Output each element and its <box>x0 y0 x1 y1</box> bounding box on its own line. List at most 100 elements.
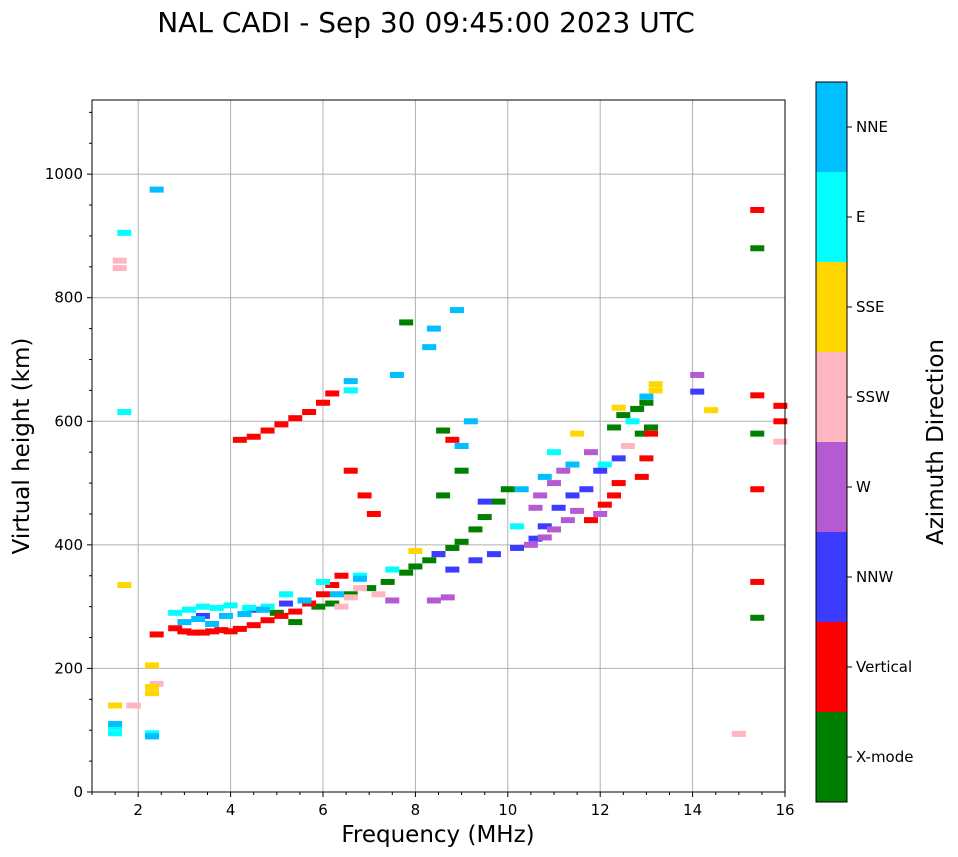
colorbar-category-label: SSW <box>856 388 890 406</box>
data-point-ssw <box>334 603 349 610</box>
data-point-xmode <box>399 569 414 576</box>
data-point-w <box>593 510 608 517</box>
data-point-nne <box>297 597 312 604</box>
data-point-sse <box>648 387 663 394</box>
data-point-xmode <box>380 578 395 585</box>
data-point-e <box>279 591 294 598</box>
data-point-vertical <box>260 427 275 434</box>
data-point-vertical <box>343 467 358 474</box>
data-point-vertical <box>357 492 372 499</box>
data-point-e <box>209 604 224 611</box>
data-point-xmode <box>399 319 414 326</box>
data-point-xmode <box>500 486 515 493</box>
data-point-vertical <box>260 617 275 624</box>
data-point-nnw <box>611 455 626 462</box>
data-point-e <box>108 724 123 731</box>
data-point-e <box>510 523 525 530</box>
data-point-e <box>597 461 612 468</box>
colorbar-category-label: Vertical <box>856 658 912 676</box>
data-point-vertical <box>214 627 229 634</box>
plot-frame <box>91 99 786 793</box>
data-point-ssw <box>112 257 127 264</box>
data-point-vertical <box>611 480 626 487</box>
data-point-nne <box>108 721 123 728</box>
data-point-xmode <box>750 245 765 252</box>
y-axis-label: Virtual height (km) <box>9 338 35 555</box>
data-point-w <box>690 371 705 378</box>
data-point-w <box>547 480 561 487</box>
data-point-vertical <box>325 390 340 397</box>
data-point-vertical <box>597 501 612 508</box>
data-point-vertical <box>177 628 192 635</box>
data-point-w <box>570 507 585 514</box>
data-point-vertical <box>583 517 598 524</box>
data-point-nne <box>177 619 192 626</box>
x-tick-label: 8 <box>411 801 421 819</box>
data-point-vertical <box>205 628 220 635</box>
data-point-vertical <box>634 473 649 480</box>
data-point-xmode <box>454 467 469 474</box>
data-point-vertical <box>750 392 765 399</box>
data-point-nne <box>237 611 252 618</box>
data-point-xmode <box>436 427 451 434</box>
data-point-vertical <box>274 612 289 619</box>
data-point-xmode <box>607 424 622 431</box>
data-point-w <box>583 449 598 456</box>
x-axis-label: Frequency (MHz) <box>341 822 534 848</box>
data-point-sse <box>570 430 585 437</box>
data-point-nne <box>145 733 160 740</box>
data-point-xmode <box>408 563 423 570</box>
data-point-e <box>108 730 123 737</box>
data-point-vertical <box>316 591 330 598</box>
data-point-xmode <box>325 600 340 607</box>
data-point-nne <box>218 612 233 619</box>
data-point-ssw <box>112 265 127 272</box>
data-point-nne <box>426 325 441 332</box>
data-point-vertical <box>639 455 654 462</box>
data-point-nnw <box>468 557 483 564</box>
data-point-sse <box>145 683 160 690</box>
data-point-vertical <box>750 486 765 493</box>
data-point-xmode <box>750 614 765 621</box>
data-point-xmode <box>422 557 437 564</box>
data-point-nne <box>514 486 529 493</box>
data-point-w <box>537 534 552 541</box>
data-point-nne <box>537 473 552 480</box>
data-point-e <box>223 602 238 609</box>
data-point-nnw <box>528 535 543 542</box>
data-point-nne <box>639 393 654 400</box>
data-point-nne <box>329 591 344 598</box>
data-point-w <box>547 526 561 533</box>
data-point-e <box>242 604 257 611</box>
data-point-nnw <box>486 551 501 558</box>
data-point-e <box>195 603 210 610</box>
data-point-nnw <box>510 544 525 551</box>
data-point-nnw <box>551 504 566 511</box>
data-point-w <box>560 517 575 524</box>
colorbar-category-label: W <box>856 478 871 496</box>
data-point-xmode <box>343 591 358 598</box>
data-point-xmode <box>468 526 483 533</box>
x-tick-label: 6 <box>318 801 328 819</box>
data-point-sse <box>108 702 123 709</box>
data-point-vertical <box>186 629 201 636</box>
data-point-xmode <box>644 424 659 431</box>
y-tick-label: 200 <box>54 659 83 677</box>
x-tick-label: 16 <box>775 801 794 819</box>
data-point-nnw <box>477 498 492 505</box>
y-tick-label: 400 <box>54 536 83 554</box>
data-point-vertical <box>288 415 303 422</box>
colorbar-swatch <box>816 712 847 802</box>
data-point-vertical <box>773 418 788 425</box>
data-point-nne <box>205 620 220 627</box>
x-tick-label: 2 <box>133 801 143 819</box>
data-point-vertical <box>750 206 765 213</box>
data-point-xmode <box>362 585 377 592</box>
colorbar-swatch <box>816 82 847 172</box>
data-point-sse <box>145 690 160 697</box>
colorbar-frame <box>815 81 848 803</box>
data-point-nne <box>565 461 580 468</box>
data-point-ssw <box>126 702 141 709</box>
data-point-w <box>523 541 538 548</box>
